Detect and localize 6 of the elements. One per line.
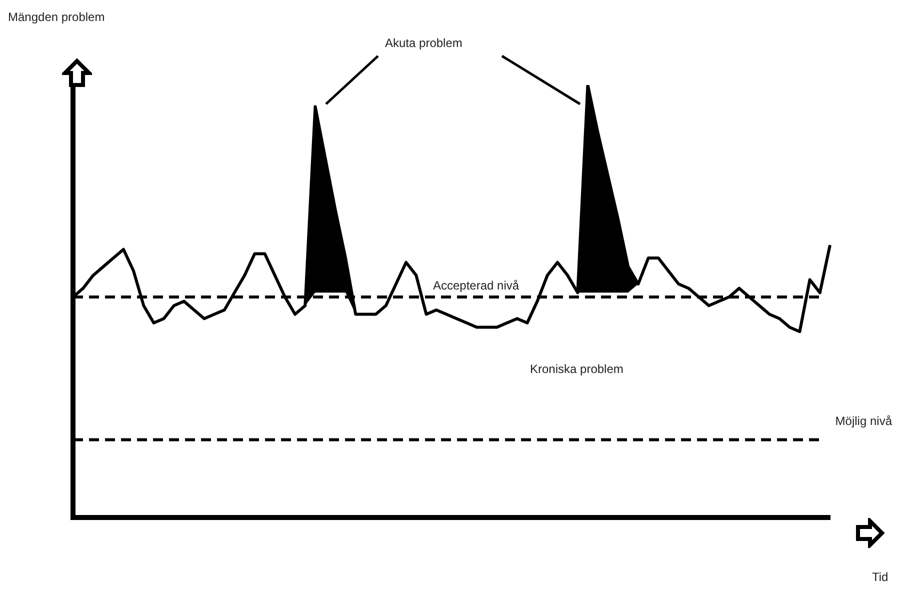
ref-line-label: Accepterad nivå	[433, 278, 520, 292]
text: Mängden problem	[8, 10, 105, 24]
annotation: Kroniska problem	[530, 362, 624, 376]
text: Akuta problem	[385, 36, 462, 50]
text: Tid	[872, 570, 888, 584]
ref-line-label: Möjlig nivå	[835, 414, 892, 428]
